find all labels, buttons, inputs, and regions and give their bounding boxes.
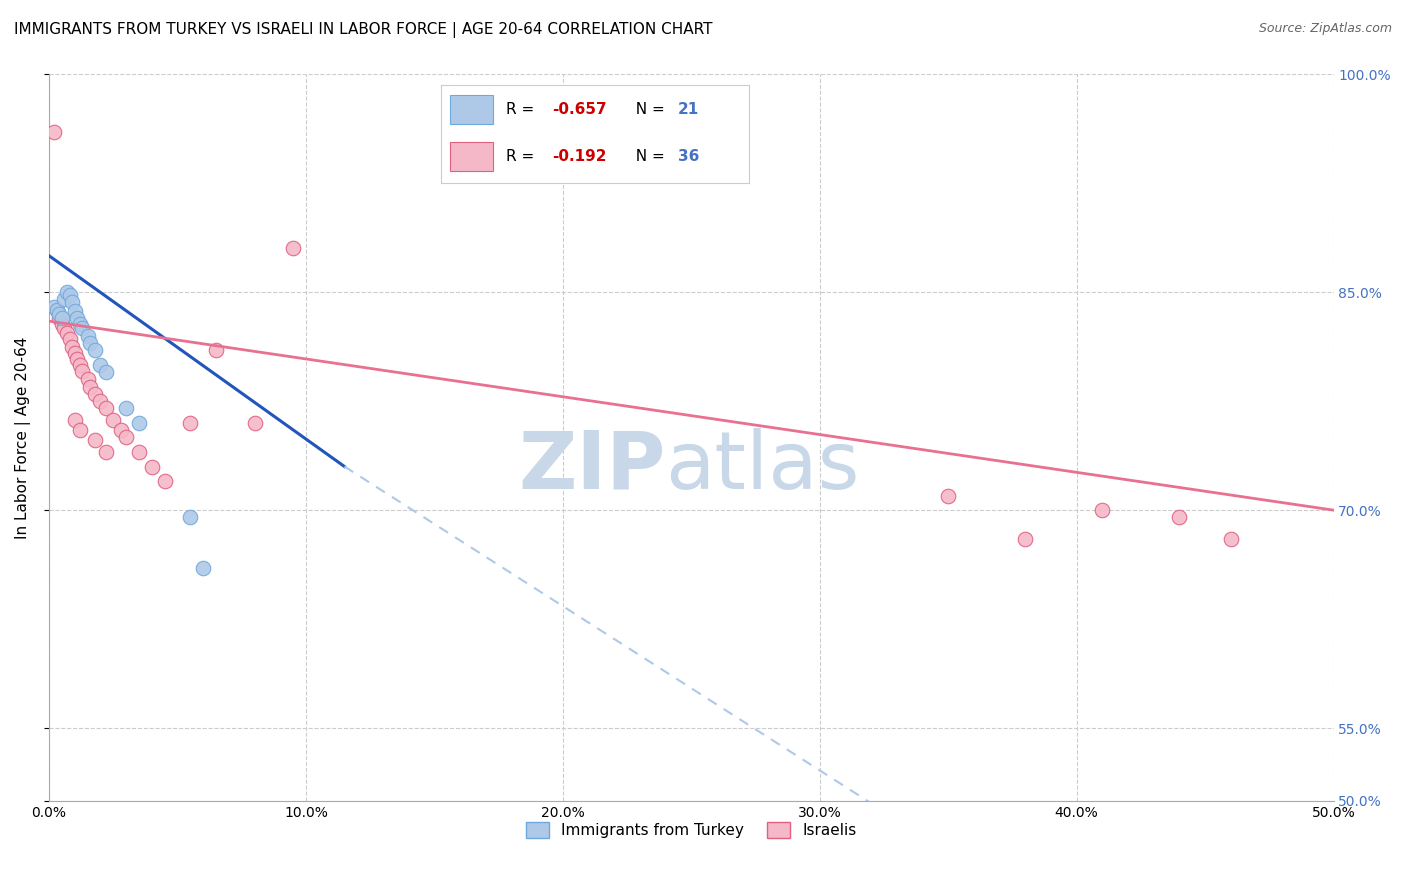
Point xyxy=(936,489,959,503)
Point xyxy=(69,358,91,372)
Text: Source: ZipAtlas.com: Source: ZipAtlas.com xyxy=(1258,22,1392,36)
Point xyxy=(94,445,117,459)
Point xyxy=(94,365,117,379)
Point xyxy=(44,300,66,314)
Point xyxy=(79,379,101,393)
Point xyxy=(128,416,150,430)
Point xyxy=(56,285,79,299)
Text: IMMIGRANTS FROM TURKEY VS ISRAELI IN LABOR FORCE | AGE 20-64 CORRELATION CHART: IMMIGRANTS FROM TURKEY VS ISRAELI IN LAB… xyxy=(14,22,713,38)
Point xyxy=(63,413,86,427)
Point xyxy=(84,387,107,401)
Point xyxy=(56,326,79,340)
Point xyxy=(84,343,107,358)
Point xyxy=(48,307,70,321)
Point xyxy=(76,372,98,386)
Point xyxy=(1219,532,1241,546)
Point xyxy=(89,358,111,372)
Point xyxy=(128,445,150,459)
Point xyxy=(1168,510,1191,524)
Text: ZIP: ZIP xyxy=(519,427,665,506)
Point xyxy=(76,328,98,343)
Point xyxy=(51,317,73,331)
Point xyxy=(179,416,201,430)
Point xyxy=(72,363,94,377)
Point xyxy=(1014,532,1036,546)
Point xyxy=(1091,503,1114,517)
Point xyxy=(115,401,138,416)
Point xyxy=(48,311,70,326)
Point xyxy=(63,304,86,318)
Point xyxy=(179,510,201,524)
Point xyxy=(59,288,82,302)
Point xyxy=(103,413,125,427)
Text: atlas: atlas xyxy=(665,427,860,506)
Point xyxy=(44,125,66,139)
Point xyxy=(53,293,76,307)
Point xyxy=(51,311,73,326)
Point xyxy=(45,302,67,317)
Point xyxy=(243,416,266,430)
Y-axis label: In Labor Force | Age 20-64: In Labor Force | Age 20-64 xyxy=(15,336,31,539)
Point xyxy=(141,459,163,474)
Point xyxy=(94,401,117,416)
Point xyxy=(69,317,91,331)
Point xyxy=(193,561,215,575)
Point xyxy=(153,474,176,488)
Point xyxy=(60,340,83,354)
Point xyxy=(115,430,138,444)
Point xyxy=(63,346,86,360)
Point xyxy=(66,351,89,366)
Point xyxy=(89,394,111,409)
Point xyxy=(45,302,67,317)
Point xyxy=(60,295,83,310)
Point xyxy=(110,423,132,437)
Point xyxy=(79,335,101,350)
Legend: Immigrants from Turkey, Israelis: Immigrants from Turkey, Israelis xyxy=(520,816,862,844)
Point xyxy=(205,343,228,358)
Point xyxy=(281,242,304,256)
Point xyxy=(72,321,94,335)
Point xyxy=(69,423,91,437)
Point xyxy=(84,434,107,448)
Point xyxy=(59,332,82,346)
Point xyxy=(53,321,76,335)
Point xyxy=(66,311,89,326)
